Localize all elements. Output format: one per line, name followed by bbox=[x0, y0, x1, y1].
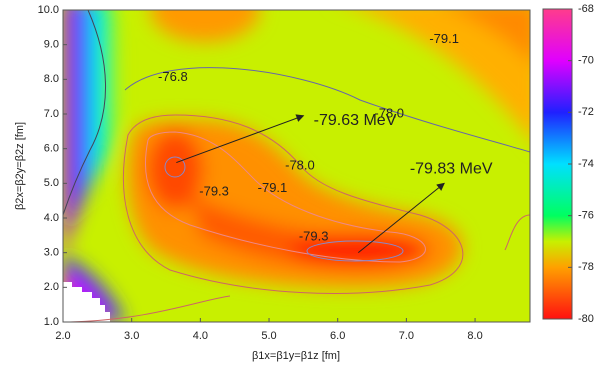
y-tick-label: 4.0 bbox=[44, 212, 59, 224]
minimum-arrow bbox=[176, 114, 305, 164]
minimum-label: -79.83 MeV bbox=[410, 161, 493, 178]
colorbar-tick-label: -68 bbox=[578, 3, 594, 15]
y-tick-label: 8.0 bbox=[44, 73, 59, 85]
y-tick-label: 9.0 bbox=[44, 39, 59, 51]
x-tick-label: 8.0 bbox=[467, 330, 482, 342]
x-tick-label: 4.0 bbox=[193, 330, 208, 342]
colorbar-tick-label: -72 bbox=[578, 106, 594, 118]
x-tick-label: 2.0 bbox=[55, 330, 70, 342]
colorbar bbox=[542, 8, 573, 320]
y-tick-label: 1.0 bbox=[44, 316, 59, 328]
y-tick-label: 3.0 bbox=[44, 247, 59, 259]
contour-label: -76.8 bbox=[158, 69, 188, 84]
colorbar-tick-label: -76 bbox=[578, 210, 594, 222]
x-tick-label: 6.0 bbox=[330, 330, 345, 342]
contour-label: -78.0 bbox=[374, 105, 404, 120]
colorbar-tick-label: -80 bbox=[578, 313, 594, 325]
contour-label: -78.0 bbox=[285, 157, 315, 172]
y-tick-label: 7.0 bbox=[44, 108, 59, 120]
minimum-label: -79.63 MeV bbox=[314, 112, 397, 129]
contour-label: -79.3 bbox=[199, 183, 229, 198]
contour-label: -79.1 bbox=[258, 180, 288, 195]
y-axis-label: β2x=β2y=β2z [fm] bbox=[14, 122, 26, 210]
x-tick-label: 7.0 bbox=[399, 330, 414, 342]
colorbar-tick-label: -70 bbox=[578, 55, 594, 67]
minimum-arrow bbox=[357, 182, 445, 254]
x-tick-label: 5.0 bbox=[261, 330, 276, 342]
y-tick-label: 5.0 bbox=[44, 177, 59, 189]
colorbar-tick-label: -78 bbox=[578, 261, 594, 273]
heatmap-field bbox=[63, 10, 530, 322]
x-axis-label: β1x=β1y=β1z [fm] bbox=[252, 350, 340, 362]
x-tick-label: 3.0 bbox=[124, 330, 139, 342]
contour-label: -79.1 bbox=[429, 31, 459, 46]
y-tick-label: 2.0 bbox=[44, 281, 59, 293]
contour-label: -79.3 bbox=[299, 229, 329, 244]
y-tick-label: 10.0 bbox=[38, 4, 59, 16]
plot-frame bbox=[62, 9, 531, 323]
y-tick-label: 6.0 bbox=[44, 143, 59, 155]
colorbar-tick-label: -74 bbox=[578, 158, 594, 170]
